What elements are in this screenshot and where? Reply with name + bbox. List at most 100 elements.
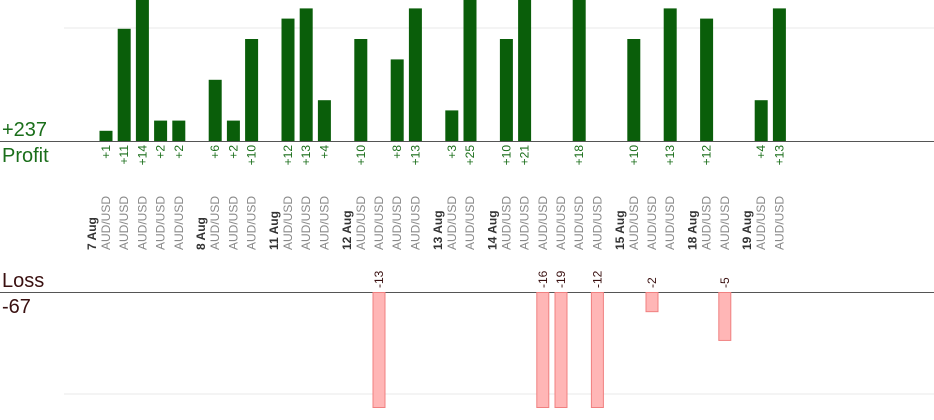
profit-total: +237	[2, 119, 48, 141]
profit-bar	[408, 8, 422, 142]
loss-value-label: -19	[554, 270, 568, 288]
pair-label: AUD/USD	[317, 196, 331, 250]
profit-bar	[172, 120, 186, 141]
pair-label: AUD/USD	[572, 196, 586, 250]
pair-label: AUD/USD	[518, 196, 532, 250]
pair-label: AUD/USD	[99, 196, 113, 250]
pair-label: AUD/USD	[663, 196, 677, 250]
pair-label: AUD/USD	[117, 196, 131, 250]
profit-bar	[135, 0, 149, 141]
profit-value-label: +18	[572, 145, 586, 166]
pair-label: AUD/USD	[354, 196, 368, 250]
profit-bar	[772, 8, 786, 142]
profit-value-label: +10	[499, 145, 513, 166]
profit-value-label: +3	[445, 145, 459, 159]
profit-bar	[245, 39, 259, 141]
pair-label: AUD/USD	[700, 196, 714, 250]
profit-bar	[518, 0, 532, 141]
profit-value-label: +10	[354, 145, 368, 166]
profit-bar	[281, 18, 295, 142]
date-label: 18 Aug	[686, 210, 700, 250]
profit-bar	[154, 120, 168, 141]
pair-label: AUD/USD	[281, 196, 295, 250]
pair-label: AUD/USD	[299, 196, 313, 250]
profit-value-label: +1	[99, 145, 113, 159]
pair-label: AUD/USD	[645, 196, 659, 250]
profit-value-label: +21	[518, 145, 532, 166]
pair-label: AUD/USD	[718, 196, 732, 250]
pair-label: AUD/USD	[135, 196, 149, 250]
loss-value-label: -2	[645, 277, 659, 288]
profit-value-label: +2	[154, 145, 168, 159]
pair-label: AUD/USD	[172, 196, 186, 250]
pair-label: AUD/USD	[499, 196, 513, 250]
profit-bar	[390, 59, 404, 141]
profit-value-label: +13	[772, 145, 786, 166]
profit-value-label: +10	[627, 145, 641, 166]
profit-value-label: +14	[135, 145, 149, 166]
date-label: 12 Aug	[340, 210, 354, 250]
profit-bar	[317, 100, 331, 141]
date-label: 15 Aug	[613, 210, 627, 250]
profit-value-label: +13	[299, 145, 313, 166]
loss-total: -67	[2, 296, 31, 318]
pair-label: AUD/USD	[372, 196, 386, 250]
profit-bar	[99, 130, 113, 141]
profit-bar	[627, 39, 641, 141]
pair-label: AUD/USD	[627, 196, 641, 250]
loss-value-label: -5	[718, 277, 732, 288]
profit-value-label: +25	[463, 145, 477, 166]
pair-label: AUD/USD	[445, 196, 459, 250]
profit-bar	[208, 79, 222, 141]
pair-label: AUD/USD	[536, 196, 550, 250]
profit-bar	[572, 0, 586, 141]
loss-value-label: -13	[372, 270, 386, 288]
profit-value-label: +6	[208, 145, 222, 159]
loss-bar	[590, 292, 604, 408]
date-label: 7 Aug	[85, 217, 99, 250]
pair-label: AUD/USD	[772, 196, 786, 250]
pair-label: AUD/USD	[245, 196, 259, 250]
profit-value-label: +2	[172, 145, 186, 159]
profit-bar	[700, 18, 714, 142]
pair-label: AUD/USD	[590, 196, 604, 250]
profit-bar	[299, 8, 313, 142]
loss-value-label: -12	[590, 270, 604, 288]
loss-bar	[554, 292, 568, 408]
date-label: 11 Aug	[267, 211, 281, 250]
profit-bar	[354, 39, 368, 141]
profit-bar	[754, 100, 768, 141]
profit-value-label: +13	[663, 145, 677, 166]
date-label: 14 Aug	[485, 210, 499, 250]
profit-value-label: +4	[754, 145, 768, 159]
loss-bar	[372, 292, 386, 408]
profit-value-label: +2	[226, 145, 240, 159]
profit-bar	[117, 28, 131, 141]
pair-label: AUD/USD	[390, 196, 404, 250]
pair-label: AUD/USD	[154, 196, 168, 250]
pair-label: AUD/USD	[554, 196, 568, 250]
pair-label: AUD/USD	[754, 196, 768, 250]
profit-bar	[463, 0, 477, 141]
profit-value-label: +10	[245, 145, 259, 166]
profit-bar	[226, 120, 240, 141]
profit-value-label: +4	[317, 145, 331, 159]
pair-label: AUD/USD	[208, 196, 222, 250]
loss-label: Loss	[2, 270, 45, 292]
loss-value-label: -16	[536, 270, 550, 288]
date-label: 19 Aug	[740, 210, 754, 250]
profit-value-label: +11	[117, 145, 131, 165]
pair-label: AUD/USD	[463, 196, 477, 250]
profit-value-label: +8	[390, 145, 404, 159]
pair-label: AUD/USD	[408, 196, 422, 250]
profit-bar	[445, 110, 459, 141]
loss-bar	[536, 292, 550, 408]
profit-value-label: +12	[281, 145, 295, 166]
date-label: 8 Aug	[194, 217, 208, 250]
profit-value-label: +12	[700, 145, 714, 166]
loss-bar	[718, 292, 732, 341]
loss-bar	[645, 292, 659, 313]
profit-value-label: +13	[408, 145, 422, 166]
pair-label: AUD/USD	[226, 196, 240, 250]
